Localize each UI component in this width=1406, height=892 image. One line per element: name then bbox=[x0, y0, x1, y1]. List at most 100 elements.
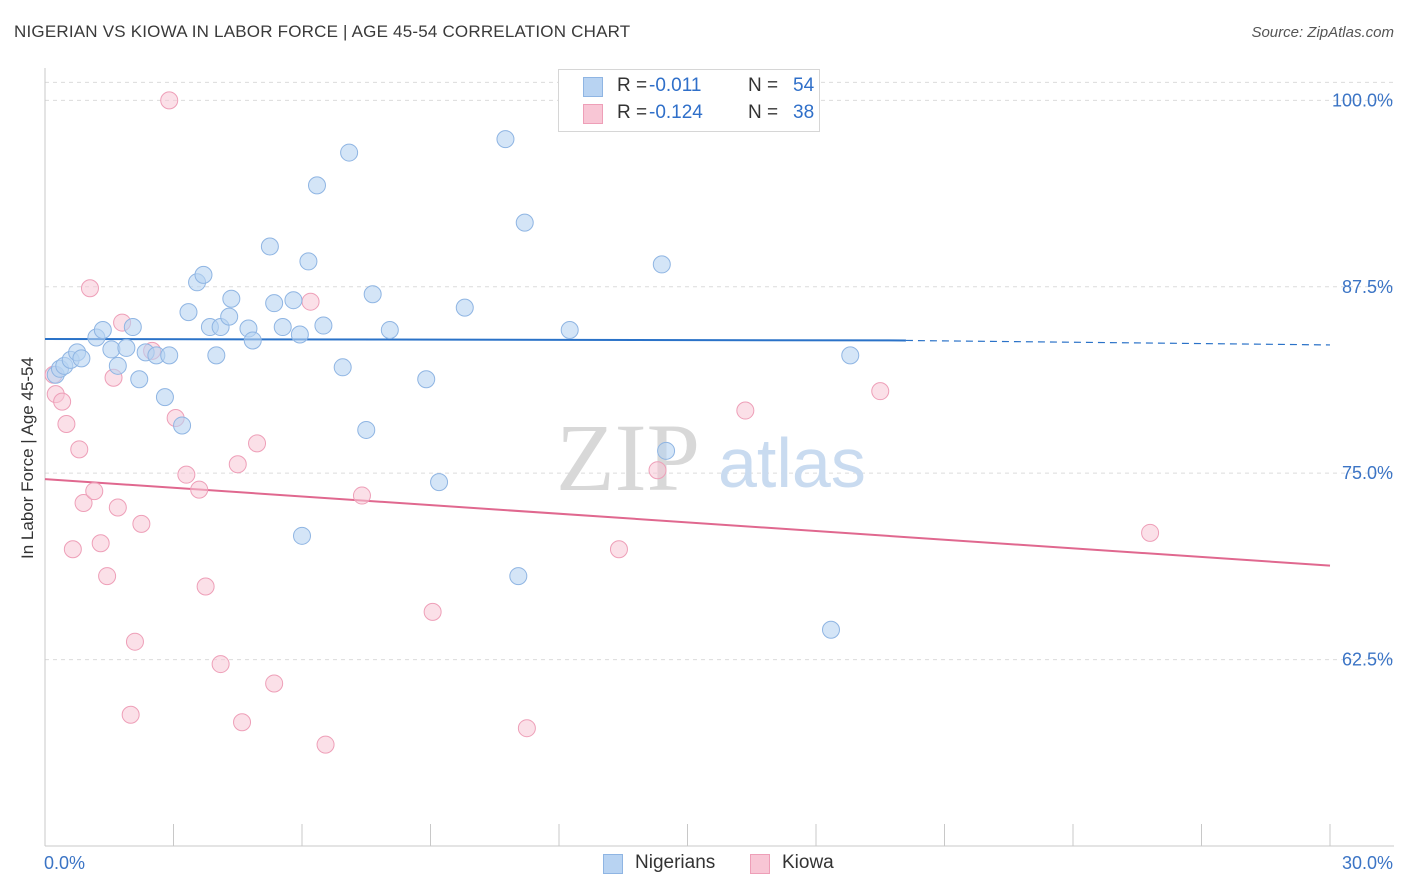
nigerians-point bbox=[821, 620, 840, 639]
kiowa-point bbox=[160, 91, 179, 110]
correlation-legend: R = -0.011 N = 54 R = -0.124 N = 38 bbox=[558, 69, 820, 132]
nigerians-point bbox=[293, 526, 311, 545]
nigerians-point bbox=[93, 321, 112, 340]
kiowa-point bbox=[228, 455, 247, 474]
nigerians-point bbox=[357, 420, 376, 439]
nigerians-point bbox=[314, 316, 333, 335]
kiowa-point bbox=[609, 540, 628, 559]
nigerians-point bbox=[417, 370, 436, 389]
kiowa-point bbox=[57, 414, 76, 433]
r-label: R = bbox=[617, 75, 648, 96]
chart-title: NIGERIAN VS KIOWA IN LABOR FORCE | AGE 4… bbox=[14, 22, 631, 41]
n-value: 54 bbox=[793, 75, 815, 96]
nigerians-point bbox=[155, 388, 174, 407]
nigerians-point bbox=[273, 318, 292, 337]
nigerians-point bbox=[194, 265, 213, 284]
kiowa-point bbox=[108, 498, 127, 517]
nigerians-point bbox=[509, 567, 528, 586]
nigerians-point bbox=[160, 346, 179, 365]
nigerians-point bbox=[260, 237, 279, 256]
axes bbox=[44, 68, 1394, 847]
nigerians-point bbox=[652, 255, 671, 274]
r-label: R = bbox=[617, 102, 648, 123]
kiowa-point bbox=[63, 540, 82, 559]
kiowa-point bbox=[74, 494, 93, 513]
nigerians-legend-label: Nigerians bbox=[635, 852, 716, 873]
n-value: 38 bbox=[793, 102, 815, 123]
watermark-zip: ZIP bbox=[556, 404, 700, 511]
nigerians-point bbox=[307, 176, 326, 195]
gridlines bbox=[45, 81, 1394, 661]
nigerians-point bbox=[207, 346, 226, 365]
nigerians-point bbox=[102, 340, 121, 359]
nigerians-point bbox=[222, 289, 241, 308]
kiowa-point bbox=[648, 461, 667, 480]
y-tick-label: 62.5% bbox=[1342, 650, 1393, 670]
nigerians-point bbox=[560, 321, 579, 340]
nigerians-point bbox=[515, 213, 534, 232]
kiowa-legend-label: Kiowa bbox=[782, 852, 834, 873]
x-tick-label: 30.0% bbox=[1342, 853, 1393, 873]
kiowa-point bbox=[352, 486, 371, 505]
kiowa-point bbox=[98, 567, 117, 586]
kiowa-point bbox=[265, 674, 284, 693]
kiowa-legend-swatch bbox=[750, 854, 770, 874]
kiowa-point bbox=[423, 602, 442, 621]
nigerians-point bbox=[333, 358, 352, 377]
nigerians-point bbox=[130, 370, 149, 389]
nigerians-point bbox=[340, 143, 359, 162]
nigerians-point bbox=[299, 252, 318, 271]
nigerians-point bbox=[173, 416, 192, 435]
nigerians-point bbox=[123, 318, 142, 337]
y-tick-label: 75.0% bbox=[1342, 463, 1393, 483]
nigerians-swatch bbox=[583, 77, 603, 97]
y-tick-label: 100.0% bbox=[1332, 90, 1393, 110]
r-value: -0.124 bbox=[649, 102, 703, 123]
nigerians-legend-swatch bbox=[603, 854, 623, 874]
kiowa-point bbox=[121, 705, 140, 724]
nigerians-trend-line bbox=[44, 337, 906, 342]
nigerians-point bbox=[243, 331, 262, 350]
kiowa-point bbox=[53, 392, 72, 411]
kiowa-trend-line bbox=[44, 478, 1331, 567]
kiowa-swatch bbox=[583, 104, 603, 124]
nigerians-point bbox=[496, 130, 515, 149]
nigerians-point bbox=[363, 285, 382, 304]
watermark: ZIP atlas bbox=[556, 404, 866, 511]
nigerians-point bbox=[290, 325, 309, 344]
kiowa-point bbox=[233, 713, 252, 732]
x-tick-label: 0.0% bbox=[44, 853, 85, 873]
kiowa-point bbox=[248, 434, 267, 453]
kiowa-point bbox=[125, 632, 144, 651]
tick-labels: 62.5% 75.0% 87.5% 100.0% 0.0% 30.0% bbox=[44, 90, 1393, 873]
kiowa-point bbox=[80, 279, 99, 298]
kiowa-point bbox=[736, 401, 755, 420]
nigerians-point bbox=[380, 321, 399, 340]
nigerians-point bbox=[455, 298, 474, 317]
nigerians-point bbox=[117, 338, 136, 357]
kiowa-point bbox=[517, 719, 536, 738]
kiowa-point bbox=[132, 514, 151, 533]
nigerians-point bbox=[841, 346, 860, 365]
nigerians-point bbox=[657, 441, 676, 460]
kiowa-point bbox=[85, 482, 104, 501]
kiowa-point bbox=[316, 735, 335, 754]
kiowa-point bbox=[177, 465, 196, 484]
kiowa-point bbox=[70, 440, 89, 459]
kiowa-point bbox=[871, 382, 890, 401]
nigerians-point bbox=[179, 303, 198, 322]
kiowa-point bbox=[211, 655, 230, 674]
n-label: N = bbox=[748, 102, 779, 123]
kiowa-point bbox=[91, 534, 110, 553]
y-tick-label: 87.5% bbox=[1342, 277, 1393, 297]
kiowa-point bbox=[190, 480, 209, 499]
nigerians-point bbox=[220, 307, 239, 326]
kiowa-points bbox=[44, 91, 1160, 754]
kiowa-point bbox=[1141, 523, 1160, 542]
nigerians-point bbox=[72, 349, 91, 368]
kiowa-point bbox=[301, 292, 320, 311]
n-label: N = bbox=[748, 75, 779, 96]
nigerians-trend-extension bbox=[905, 339, 1331, 346]
nigerians-point bbox=[284, 291, 303, 310]
